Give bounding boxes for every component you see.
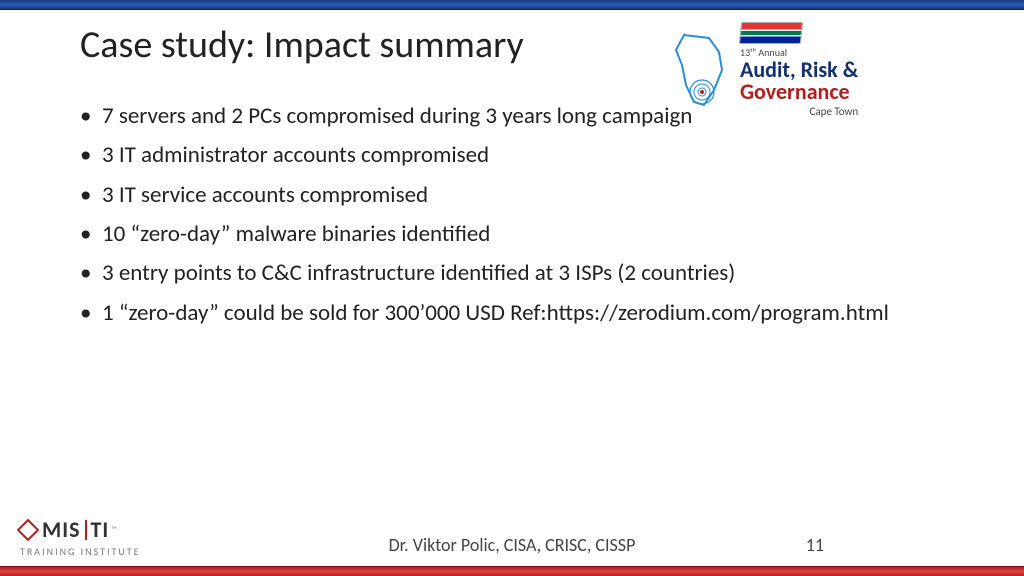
footer-page-number: 11: [806, 534, 824, 556]
bullet-item: 10 “zero-day” malware binaries identifie…: [80, 218, 964, 251]
bullet-list: 7 servers and 2 PCs compromised during 3…: [80, 100, 964, 336]
footer-author: Dr. Viktor Polic, CISA, CRISC, CISSP: [0, 534, 1024, 556]
bullet-item: 1 “zero-day” could be sold for 300’000 U…: [80, 297, 964, 330]
bullet-item: 3 IT administrator accounts compromised: [80, 139, 964, 172]
sa-flag-icon: [739, 22, 803, 44]
bullet-item: 3 entry points to C&C infrastructure ide…: [80, 257, 964, 290]
top-accent-bar: [0, 0, 1024, 10]
bullet-item: 7 servers and 2 PCs compromised during 3…: [80, 100, 964, 133]
slide: Case study: Impact summary 13ᵗʰ Annual A…: [0, 0, 1024, 576]
bottom-accent-bar: [0, 566, 1024, 576]
slide-title: Case study: Impact summary: [80, 22, 524, 68]
africa-map-icon: [664, 30, 734, 110]
sponsor-tm: ™: [111, 525, 117, 535]
bullet-item: 3 IT service accounts compromised: [80, 179, 964, 212]
